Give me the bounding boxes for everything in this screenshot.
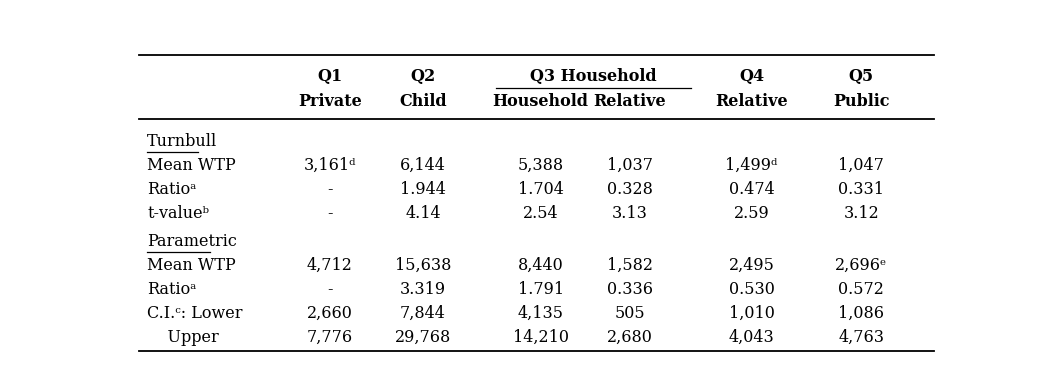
Text: 1,010: 1,010 <box>729 305 775 322</box>
Text: 3,161ᵈ: 3,161ᵈ <box>304 157 356 174</box>
Text: t-valueᵇ: t-valueᵇ <box>147 206 209 222</box>
Text: 2,696ᵉ: 2,696ᵉ <box>836 257 887 274</box>
Text: 3.319: 3.319 <box>400 281 446 298</box>
Text: Parametric: Parametric <box>147 233 237 250</box>
Text: Private: Private <box>297 93 361 110</box>
Text: 7,844: 7,844 <box>400 305 446 322</box>
Text: 1,582: 1,582 <box>607 257 653 274</box>
Text: 1.944: 1.944 <box>400 181 446 198</box>
Text: 2.59: 2.59 <box>734 206 770 222</box>
Text: 0.572: 0.572 <box>839 281 884 298</box>
Text: Upper: Upper <box>147 329 219 346</box>
Text: 2,660: 2,660 <box>307 305 353 322</box>
Text: 2,680: 2,680 <box>607 329 653 346</box>
Text: 8,440: 8,440 <box>518 257 563 274</box>
Text: 2,495: 2,495 <box>729 257 775 274</box>
Text: -: - <box>327 181 333 198</box>
Text: Ratioᵃ: Ratioᵃ <box>147 181 197 198</box>
Text: Ratioᵃ: Ratioᵃ <box>147 281 197 298</box>
Text: Q2: Q2 <box>410 68 436 85</box>
Text: Household: Household <box>493 93 588 110</box>
Text: 1,499ᵈ: 1,499ᵈ <box>726 157 778 174</box>
Text: Child: Child <box>399 93 447 110</box>
Text: 1.791: 1.791 <box>517 281 563 298</box>
Text: Relative: Relative <box>594 93 666 110</box>
Text: Q5: Q5 <box>849 68 873 85</box>
Text: Mean WTP: Mean WTP <box>147 257 236 274</box>
Text: Q1: Q1 <box>317 68 342 85</box>
Text: 0.328: 0.328 <box>607 181 653 198</box>
Text: 505: 505 <box>615 305 645 322</box>
Text: 1,037: 1,037 <box>607 157 653 174</box>
Text: 1.704: 1.704 <box>517 181 563 198</box>
Text: 14,210: 14,210 <box>513 329 569 346</box>
Text: Q3 Household: Q3 Household <box>530 68 656 85</box>
Text: 4,763: 4,763 <box>839 329 884 346</box>
Text: Turnbull: Turnbull <box>147 133 218 150</box>
Text: 0.530: 0.530 <box>729 281 775 298</box>
Text: Mean WTP: Mean WTP <box>147 157 236 174</box>
Text: 4,712: 4,712 <box>307 257 353 274</box>
Text: 29,768: 29,768 <box>395 329 451 346</box>
Text: C.I.ᶜ: Lower: C.I.ᶜ: Lower <box>147 305 243 322</box>
Text: 7,776: 7,776 <box>307 329 353 346</box>
Text: Public: Public <box>833 93 889 110</box>
Text: -: - <box>327 206 333 222</box>
Text: 1,047: 1,047 <box>839 157 884 174</box>
Text: 0.474: 0.474 <box>729 181 775 198</box>
Text: Relative: Relative <box>715 93 788 110</box>
Text: 4.14: 4.14 <box>405 206 441 222</box>
Text: 1,086: 1,086 <box>839 305 884 322</box>
Text: 0.331: 0.331 <box>839 181 884 198</box>
Text: Q4: Q4 <box>739 68 764 85</box>
Text: 4,135: 4,135 <box>517 305 563 322</box>
Text: 3.13: 3.13 <box>611 206 648 222</box>
Text: 3.12: 3.12 <box>843 206 879 222</box>
Text: 15,638: 15,638 <box>395 257 451 274</box>
Text: 5,388: 5,388 <box>517 157 563 174</box>
Text: 2.54: 2.54 <box>522 206 558 222</box>
Text: 4,043: 4,043 <box>729 329 775 346</box>
Text: -: - <box>327 281 333 298</box>
Text: 0.336: 0.336 <box>607 281 653 298</box>
Text: 6,144: 6,144 <box>400 157 446 174</box>
